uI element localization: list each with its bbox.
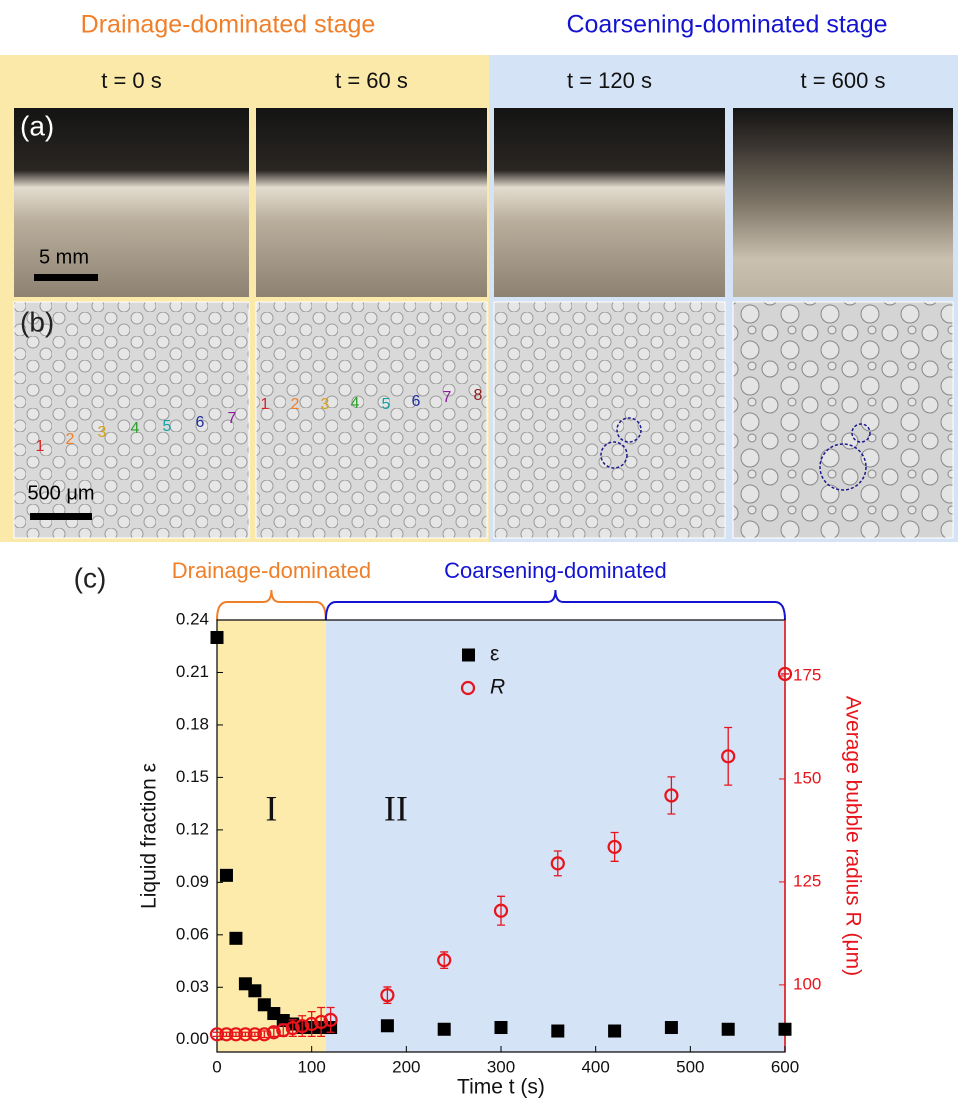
legend-label: ε [490,643,499,666]
region-name: II [384,788,408,828]
scale-bar-label: 500 μm [27,482,94,504]
y-tick-label: 0.21 [176,662,209,681]
region [217,620,326,1052]
bubble-number: 1 [36,438,45,455]
marker [220,869,233,882]
brace [326,590,785,620]
x-tick-label: 400 [581,1057,609,1076]
scale-bar [34,274,98,281]
bubble-number: 8 [474,387,483,404]
region-label: Drainage-dominated [172,558,371,583]
x-tick-label: 200 [392,1057,420,1076]
legend-marker [462,649,475,662]
marker [229,932,242,945]
bubble-number: 2 [291,396,300,413]
marker [722,1023,735,1036]
marker [608,1025,621,1038]
marker [779,1023,792,1036]
time-label: t = 120 s [567,68,652,93]
bubble-number: 7 [228,410,237,427]
bubble-number: 6 [412,393,421,410]
y-tick-label: 0.15 [176,767,209,786]
figure: Drainage-dominated stage Coarsening-domi… [0,0,958,1105]
marker [381,1019,394,1032]
y-tick-label: 0.09 [176,872,209,891]
marker [495,1021,508,1034]
marker [211,631,224,644]
region-name: I [265,788,277,828]
marker [665,1021,678,1034]
x-tick-label: 300 [487,1057,515,1076]
region [326,620,785,1052]
photo [256,302,487,538]
photo [494,302,725,538]
y-tick-label: 0.18 [176,714,209,733]
bubble-number: 1 [261,396,270,413]
bubble-number: 2 [66,431,75,448]
scale-bar-label: 5 mm [39,246,89,268]
y2-tick-label: 150 [793,768,821,787]
marker [248,984,261,997]
bubble-number: 3 [321,396,330,413]
chart: Drainage-dominated I Coarsening-dominated I… [138,558,865,1099]
panel-label: (a) [20,110,54,141]
legend-label: R [490,676,505,699]
bubble-number: 6 [196,414,205,431]
photo [733,302,953,538]
region-label: Coarsening-dominated [444,558,667,583]
x-tick-label: 600 [771,1057,799,1076]
y-tick-label: 0.24 [176,609,209,628]
y-tick-label: 0.03 [176,977,209,996]
time-label: t = 0 s [101,68,162,93]
marker [551,1025,564,1038]
y2-tick-label: 175 [793,665,821,684]
time-label: t = 600 s [800,68,885,93]
bubble-number: 3 [98,424,107,441]
bubble-number: 7 [443,389,452,406]
stage-header: Coarsening-dominated stage [566,11,887,39]
photo [494,108,725,297]
x-tick-label: 0 [212,1057,221,1076]
panel-label: (c) [74,562,107,593]
bubble-number: 4 [131,420,140,437]
bubble-number: 4 [351,395,360,412]
photo-grid: t = 0 s t = 60 s t = 120 s t = 600 s 1 2 3 4 5 6 7… [14,68,953,538]
x-tick-label: 100 [297,1057,325,1076]
x-tick-label: 500 [676,1057,704,1076]
time-label: t = 60 s [335,68,408,93]
y-tick-label: 0.12 [176,819,209,838]
scale-bar [30,513,92,520]
photo [733,108,953,297]
x-axis-title: Time t (s) [457,1076,545,1099]
brace [217,590,326,620]
marker [438,1023,451,1036]
panel-label: (b) [20,306,54,337]
photo [256,108,487,297]
y-axis-title: Liquid fraction ε [138,763,161,909]
y-tick-label: 0.00 [176,1029,209,1048]
stage-header: Drainage-dominated stage [81,11,376,39]
y2-tick-label: 100 [793,974,821,993]
bubble-number: 5 [163,418,172,435]
y2-axis-title: Average bubble radius R (μm) [841,696,864,976]
bubble-number: 5 [382,396,391,413]
y2-tick-label: 125 [793,871,821,890]
y-tick-label: 0.06 [176,924,209,943]
